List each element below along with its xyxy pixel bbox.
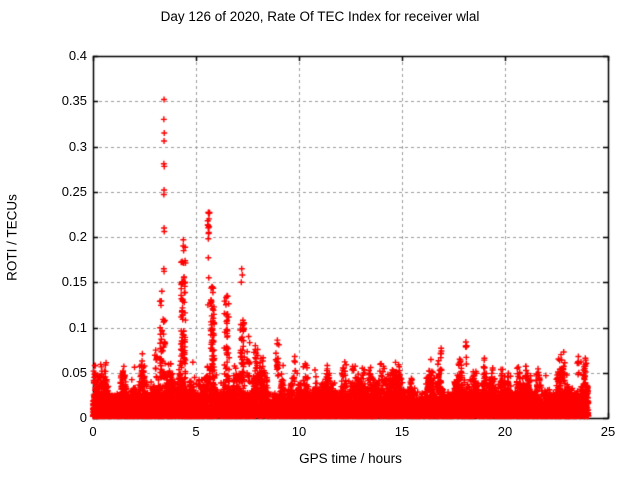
- x-axis-title: GPS time / hours: [299, 451, 402, 466]
- chart-title: Day 126 of 2020, Rate Of TEC Index for r…: [160, 9, 480, 24]
- y-tick-label: 0: [79, 410, 87, 425]
- x-tick-label: 25: [600, 424, 616, 439]
- y-tick-label: 0.35: [61, 93, 87, 109]
- x-tick-label: 0: [89, 424, 97, 439]
- y-axis-title: ROTI / TECUs: [4, 194, 20, 281]
- y-tick-label: 0.1: [68, 319, 87, 335]
- x-tick-label: 15: [394, 424, 410, 439]
- x-tick-label: 10: [291, 424, 307, 439]
- y-tick-label: 0.05: [61, 364, 87, 380]
- x-tick-label: 5: [192, 424, 200, 439]
- y-tick-label: 0.3: [68, 138, 87, 154]
- x-tick-label: 20: [497, 424, 513, 439]
- y-tick-label: 0.15: [61, 274, 87, 290]
- y-tick-label: 0.2: [68, 229, 87, 244]
- y-tick-label: 0.25: [61, 183, 87, 199]
- y-tick-label: 0.4: [68, 48, 87, 63]
